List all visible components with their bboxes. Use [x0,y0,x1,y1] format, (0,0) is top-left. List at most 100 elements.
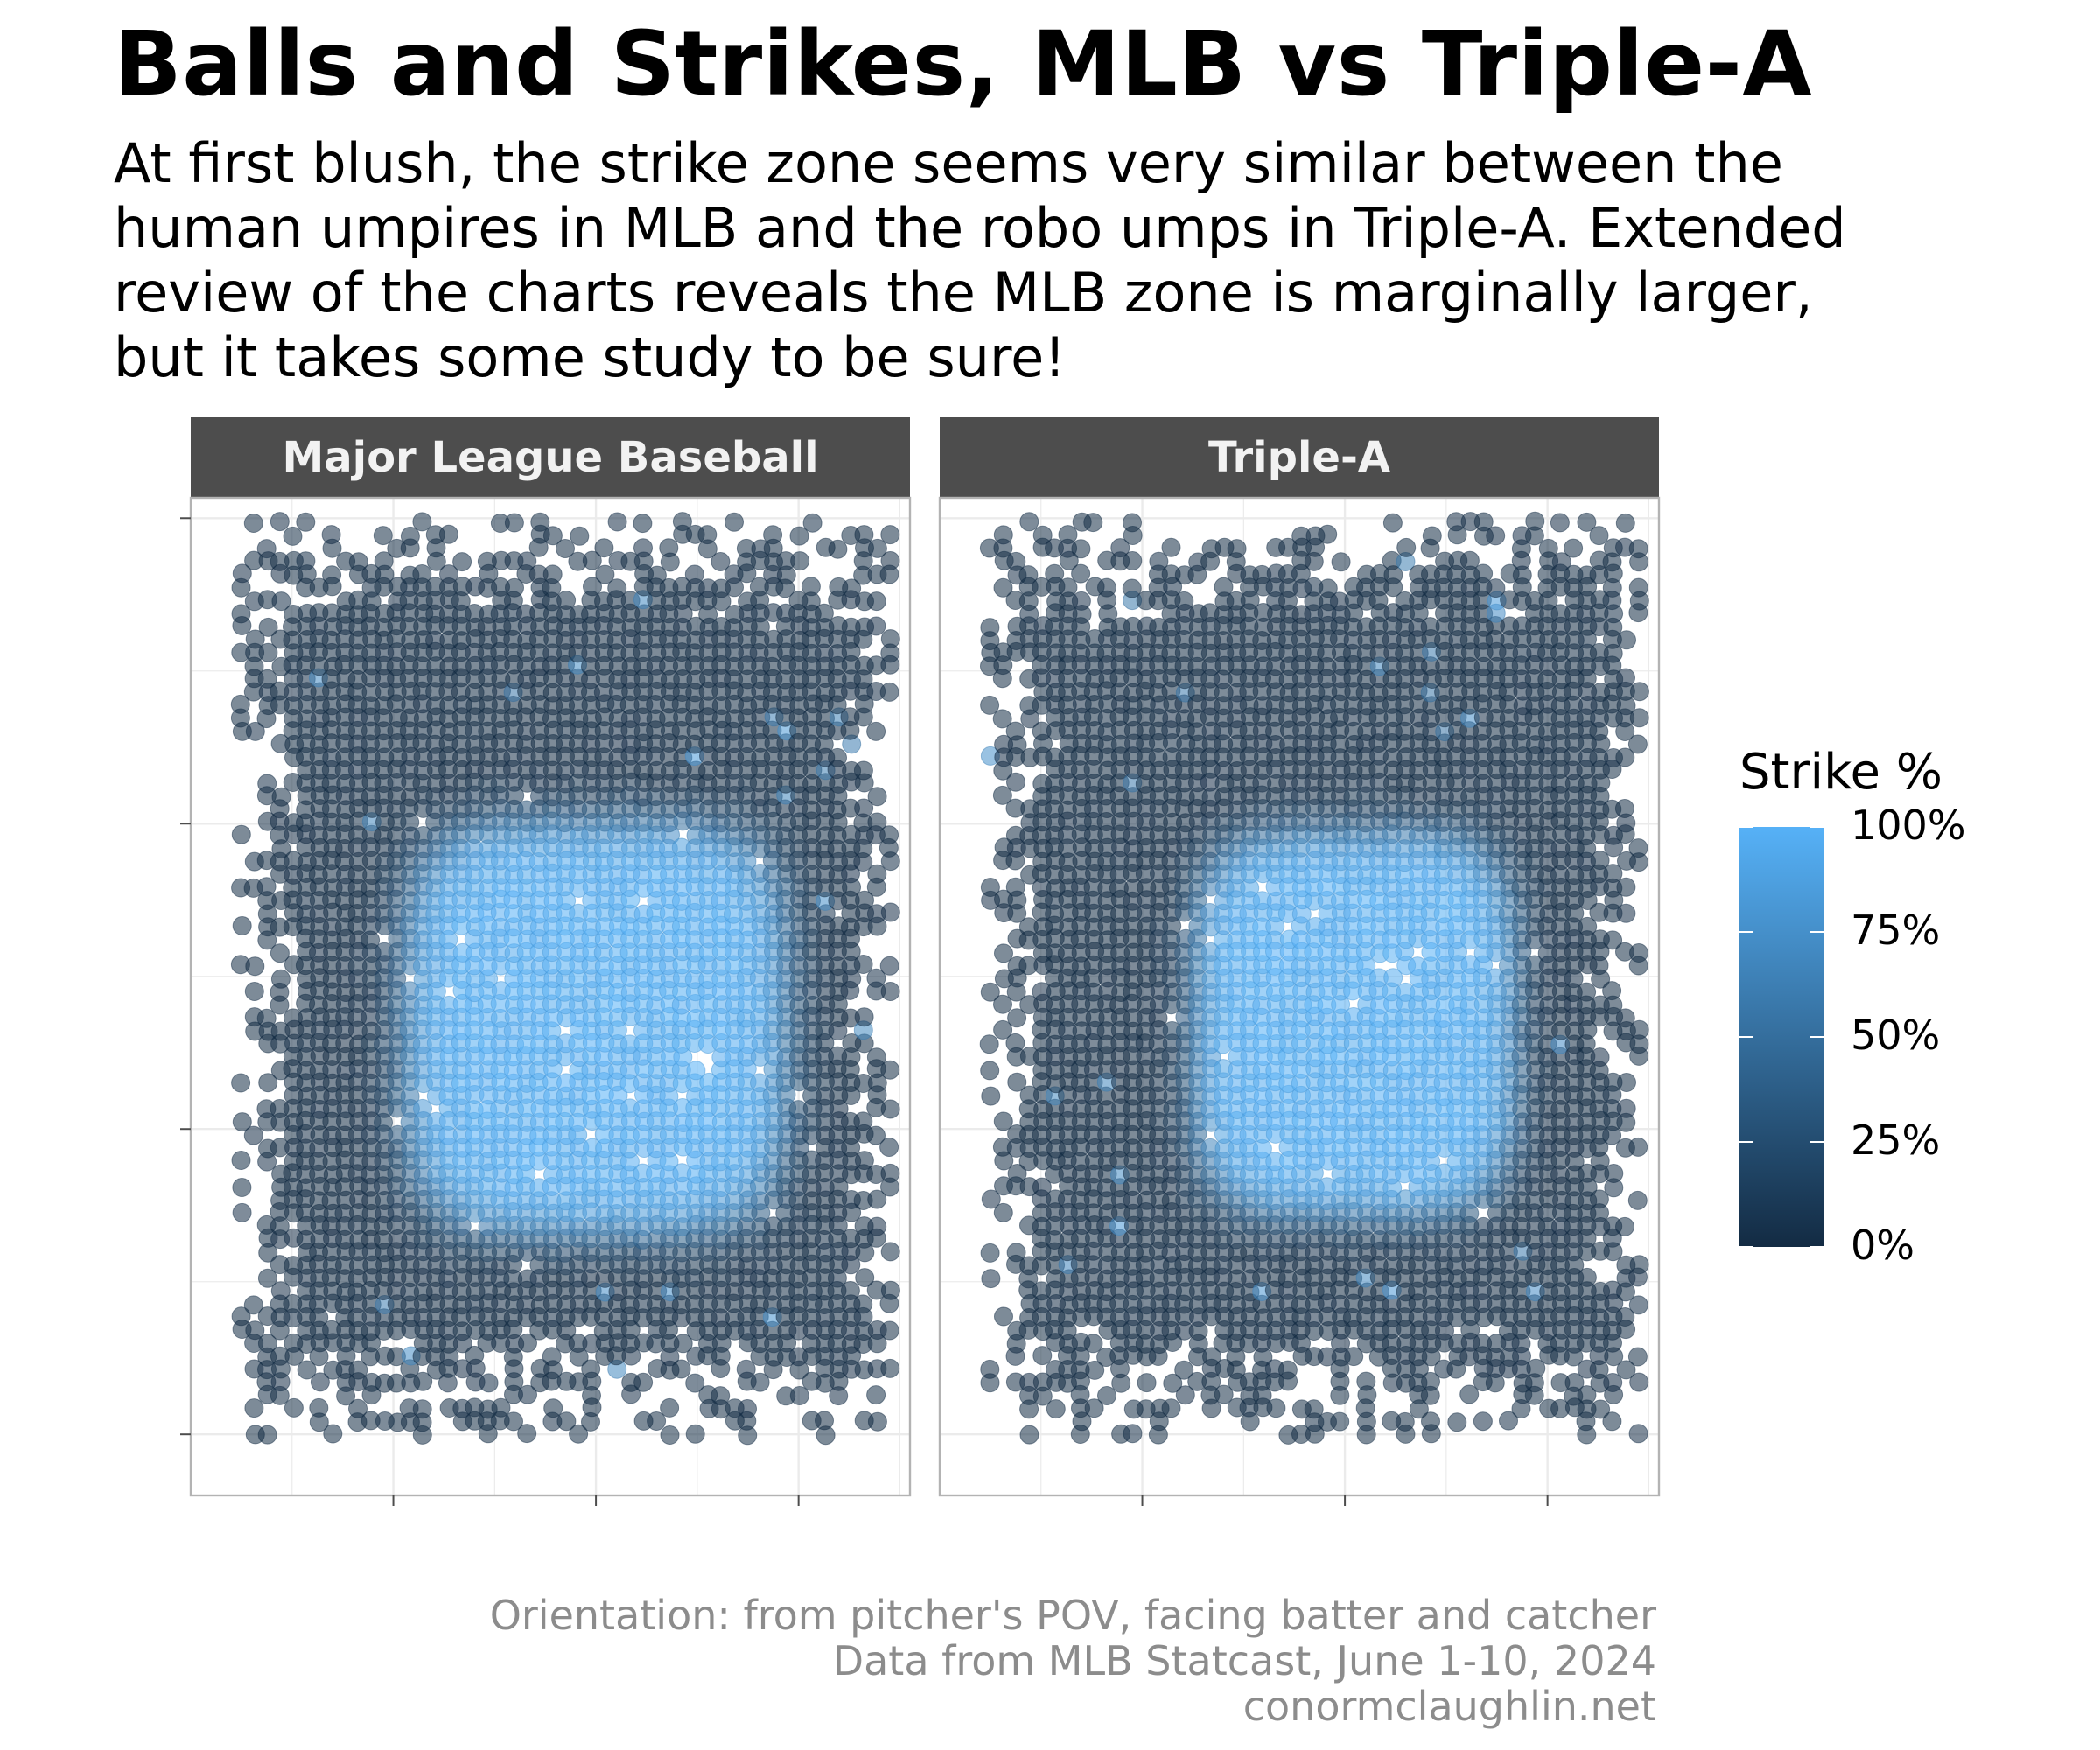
pitch-point [231,1306,251,1326]
pitch-point [231,1151,251,1170]
pitch-point [1005,1032,1026,1053]
pitch-point [479,1373,499,1393]
pitch-point [504,513,524,533]
pitch-point [1356,1371,1376,1391]
pitch-point [1161,1398,1181,1418]
pitch-point [348,1398,368,1418]
pitch-point [980,1359,1000,1379]
pitch-point [1071,564,1091,584]
pitch-point [256,539,276,559]
pitch-point [258,617,278,637]
pitch-point [412,1399,432,1419]
pitch-point [828,539,848,559]
pitch-point [1278,1360,1298,1380]
pitch-point [867,1411,887,1432]
pitch-point [801,577,821,597]
pitch-point [634,1372,654,1392]
pitch-point [1006,772,1026,792]
pitch-point [257,1334,277,1354]
pitch-point [607,512,627,532]
pitch-point [660,1425,680,1445]
pitch-point [685,1424,705,1444]
pitch-point [1174,591,1194,611]
pitch-point [1161,537,1181,557]
panel [938,496,1661,1497]
pitch-point [993,525,1013,545]
pitch-point [373,526,393,546]
pitch-point [232,916,252,935]
pitch-point [244,1398,264,1418]
pitch-point [1421,1411,1440,1432]
pitch-point [400,526,420,546]
pitch-point [271,592,291,612]
pitch-point [1097,1386,1116,1405]
pitch-point [310,1372,330,1392]
pitch-point [231,824,251,844]
pitch-point [297,1360,317,1380]
pitch-point [284,1397,304,1418]
pitch-point [296,551,316,571]
pitch-point [866,616,886,636]
pitch-point [880,1280,900,1300]
chart-title: Balls and Strikes, MLB vs Triple-A [114,12,1812,116]
pitch-point [438,524,458,544]
pitch-point [570,526,590,546]
pitch-point [1123,1424,1143,1444]
pitch-point [1083,1334,1103,1354]
pitch-point [245,721,265,741]
panel [189,496,912,1497]
pitch-point [231,1073,251,1093]
pitch-point [814,603,834,623]
pitch-point [258,1073,278,1093]
pitch-point [981,1086,1001,1106]
pitch-point [1266,1398,1286,1418]
pitch-point [412,512,432,532]
pitch-point [1395,1411,1415,1432]
pitch-point [1137,1373,1157,1393]
pitch-point [854,1007,874,1027]
pitch-point [697,525,718,545]
pitch-point [321,525,341,545]
pitch-point [815,1410,834,1431]
pitch-point [1071,539,1091,559]
pitch-point [270,1281,290,1301]
subtitle-line: but it takes some study to be sure! [114,326,1067,389]
pitch-point [1058,578,1078,598]
pitch-point [880,902,900,922]
pitch-point [232,1112,252,1132]
pitch-point [634,538,653,558]
points-layer [979,511,1649,1445]
pitch-point [880,1163,900,1183]
pitch-point [1019,512,1040,532]
pitch-point [348,1360,368,1380]
pitch-point [323,1424,343,1444]
pitch-point [1227,539,1247,559]
pitch-point [671,1359,691,1379]
pitch-point [245,629,265,649]
pitch-point [517,1424,537,1444]
pitch-point [1396,537,1417,557]
pitch-point [243,1295,263,1315]
chart-subtitle: At first blush, the strike zone seems ve… [114,131,2039,390]
pitch-point [763,525,783,545]
pitch-point [980,618,1000,638]
pitch-point [994,1306,1013,1326]
pitch-point [1071,591,1091,611]
pitch-point [790,551,810,571]
pitch-point [1123,551,1143,570]
pitch-point [880,1060,900,1080]
pitch-point [230,694,250,714]
pitch-point [542,564,563,584]
pitch-point [1331,552,1351,572]
pitch-point [789,1386,809,1405]
pitch-point [853,955,873,974]
pitch-point [257,1424,277,1445]
pitch-point [243,1125,263,1145]
pitch-point [867,1216,887,1236]
pitch-point [879,1320,900,1340]
pitch-point [1083,513,1103,533]
pitch-point [880,1358,900,1378]
pitch-point [439,564,458,584]
subtitle-line: human umpires in MLB and the robo umps i… [114,196,1846,260]
